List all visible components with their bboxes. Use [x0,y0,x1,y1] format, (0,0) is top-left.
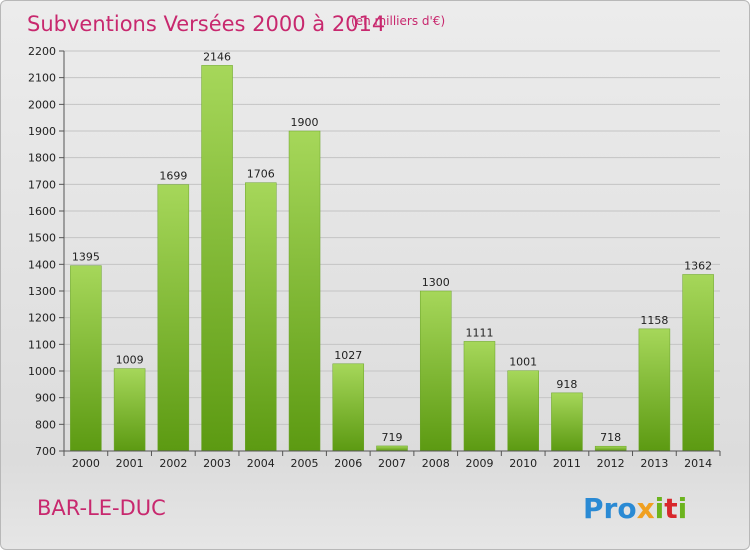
data-label: 1395 [72,251,100,264]
data-label: 1362 [684,259,712,272]
bar [245,182,277,452]
data-label: 1706 [247,168,275,181]
data-label: 2146 [203,50,231,63]
y-tick-label: 1300 [28,285,56,298]
y-tick-label: 2200 [28,45,56,58]
bar [551,392,583,452]
bar [288,130,321,452]
x-tick-label: 2007 [378,457,406,470]
x-tick-label: 2010 [509,457,537,470]
data-label: 1300 [422,276,450,289]
bar [507,370,539,452]
brand-part-pro: Pro [583,492,637,525]
bar [70,265,102,452]
proxiti-logo: Proxiti [583,492,687,525]
bar [157,184,190,452]
data-label: 1009 [116,354,144,367]
bars [70,65,714,452]
y-axis: 700 800 900 1000 1100 1200 1300 1400 1500 1600 170… [28,45,65,458]
x-tick-label: 2006 [334,457,362,470]
x-tick-label: 2002 [159,457,187,470]
place-name: BAR-LE-DUC [37,496,166,520]
y-tick-label: 2100 [28,72,56,85]
bar [419,290,452,452]
y-tick-label: 2000 [28,98,56,111]
brand-part-t: t [664,492,677,525]
y-tick-label: 1700 [28,178,56,191]
y-tick-label: 900 [35,392,56,405]
y-tick-label: 1800 [28,152,56,165]
data-label: 1158 [640,314,668,327]
bar [463,341,496,452]
x-tick-label: 2009 [465,457,493,470]
bar [638,328,671,452]
bar [332,363,365,452]
bar [201,65,233,452]
x-tick-label: 2001 [116,457,144,470]
x-tick-label: 2013 [640,457,668,470]
brand-part-i: i [655,492,665,525]
bar [376,445,408,452]
bar [682,274,714,452]
brand-part-i2: i [678,492,688,525]
x-tick-label: 2014 [684,457,712,470]
unit-note: (en milliers d'€) [351,14,445,28]
y-tick-label: 1100 [28,338,56,351]
data-labels: 1395 1009 1699 2146 1706 1900 1027 719 1300 1111 1… [72,50,712,444]
bar [594,445,627,452]
bar [113,368,146,452]
y-tick-label: 1900 [28,125,56,138]
brand-part-x: x [637,492,655,525]
x-tick-label: 2003 [203,457,231,470]
data-label: 718 [600,431,621,444]
data-label: 1027 [334,349,362,362]
x-tick-label: 2005 [291,457,319,470]
data-label: 719 [382,431,403,444]
y-tick-label: 700 [35,445,56,458]
y-tick-label: 1000 [28,365,56,378]
x-tick-label: 2008 [422,457,450,470]
x-tick-label: 2000 [72,457,100,470]
y-tick-label: 1400 [28,258,56,271]
x-axis: 2000 2001 2002 2003 2004 2005 2006 2007 2008 2009… [63,450,721,470]
data-label: 1001 [509,356,537,369]
chart-title: Subventions Versées 2000 à 2014 [27,12,385,36]
y-tick-label: 1500 [28,232,56,245]
x-tick-label: 2004 [247,457,275,470]
svg-text:Proxiti: Proxiti [583,492,687,525]
y-tick-label: 800 [35,418,56,431]
x-tick-label: 2011 [553,457,581,470]
x-tick-label: 2012 [597,457,625,470]
y-tick-label: 1600 [28,205,56,218]
data-label: 1900 [291,116,319,129]
y-tick-label: 1200 [28,312,56,325]
data-label: 1699 [159,170,187,183]
data-label: 918 [556,378,577,391]
data-label: 1111 [465,326,493,339]
